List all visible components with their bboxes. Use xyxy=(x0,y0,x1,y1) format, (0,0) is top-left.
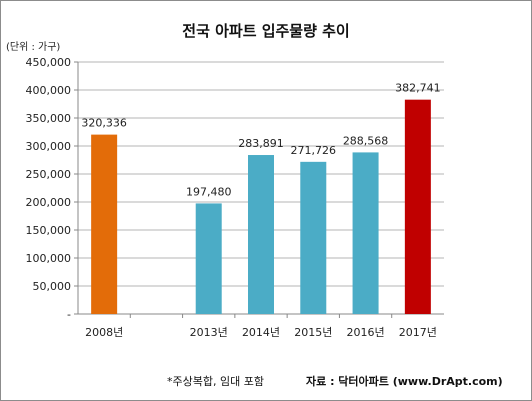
y-tick-label: 50,000 xyxy=(33,280,72,293)
bar xyxy=(91,134,118,314)
x-tick-label: 2008년 xyxy=(85,326,123,339)
footnote: *주상복합, 임대 포함 xyxy=(167,375,264,388)
data-label: 283,891 xyxy=(238,137,284,150)
unit-label: (단위 : 가구) xyxy=(6,42,61,53)
x-tick-label: 2015년 xyxy=(294,326,332,339)
x-tick-label: 2016년 xyxy=(347,326,385,339)
y-tick-label: 350,000 xyxy=(26,112,72,125)
data-label: 320,336 xyxy=(81,117,127,130)
chart-title: 전국 아파트 입주물량 추이 xyxy=(182,22,350,40)
bar xyxy=(195,203,222,314)
y-tick-label: 250,000 xyxy=(26,168,72,181)
source-note: 자료 : 닥터아파트 (www.DrApt.com) xyxy=(306,375,503,388)
data-label: 197,480 xyxy=(186,185,232,198)
y-tick-label: 400,000 xyxy=(26,84,72,97)
bar xyxy=(352,152,379,314)
x-tick-label: 2017년 xyxy=(399,326,437,339)
data-label: 382,741 xyxy=(395,82,441,95)
bar xyxy=(300,161,327,314)
y-tick-label: 300,000 xyxy=(26,140,72,153)
x-tick-label: 2014년 xyxy=(242,326,280,339)
bar xyxy=(404,99,431,314)
y-tick-label: 450,000 xyxy=(26,56,72,69)
data-label: 271,726 xyxy=(291,144,337,157)
bar xyxy=(248,155,274,314)
y-tick-label: 200,000 xyxy=(26,196,72,209)
data-label: 288,568 xyxy=(343,134,389,147)
y-tick-label: 150,000 xyxy=(26,224,72,237)
x-tick-label: 2013년 xyxy=(190,326,228,339)
y-tick-label: - xyxy=(67,308,71,321)
y-tick-label: 100,000 xyxy=(26,252,72,265)
